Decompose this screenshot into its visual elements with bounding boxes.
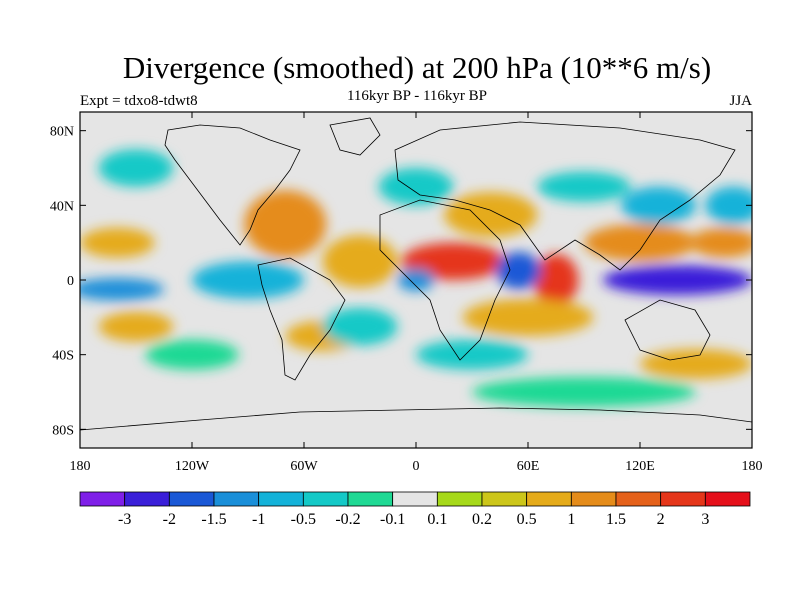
field-blob-3 <box>533 253 579 307</box>
field-blob-9 <box>98 311 174 342</box>
colorbar-label: 3 <box>701 511 709 528</box>
y-tick-label: 40N <box>50 199 74 214</box>
coastline-australia <box>624 299 711 361</box>
x-tick-label: 120W <box>175 459 210 474</box>
x-tick-label: 120E <box>625 459 655 474</box>
y-tick-label: 0 <box>67 274 74 289</box>
colorbar-label: 0.5 <box>517 511 537 528</box>
colorbar-label: 2 <box>657 511 665 528</box>
coastline-greenland <box>329 117 381 156</box>
coastline-antarctica <box>80 407 752 431</box>
colorbar-swatch <box>168 491 215 507</box>
x-axis: 180 120W 60W 0 60E 120E 180 <box>70 112 763 474</box>
chart-title: Divergence (smoothed) at 200 hPa (10**6 … <box>122 50 712 85</box>
x-tick-label: 180 <box>70 459 91 474</box>
colorbar-swatch <box>526 491 572 507</box>
field-blob-15 <box>80 278 164 301</box>
colorbar-swatch <box>615 491 662 507</box>
field-blob-24 <box>145 339 239 370</box>
colorbar-swatch <box>436 491 483 507</box>
colorbar-label: 0.1 <box>427 511 447 528</box>
season-label: JJA <box>729 93 752 109</box>
colorbar-swatch <box>79 491 126 507</box>
y-tick-label: 80S <box>52 423 74 438</box>
coastline-eurasia <box>394 121 736 271</box>
field-blob-10 <box>640 349 752 379</box>
coastline-north-america <box>164 124 301 246</box>
colorbar-swatch <box>704 491 751 507</box>
field-blob-0 <box>244 190 327 258</box>
colorbar-label: 0.2 <box>472 511 492 528</box>
colorbar-swatch <box>392 491 438 507</box>
field-blob-14 <box>397 268 435 292</box>
experiment-label: Expt = tdxo8-tdwt8 <box>80 93 198 109</box>
colorbar-label: -0.2 <box>335 511 360 528</box>
field-blob-20 <box>378 168 454 206</box>
field-blob-12 <box>602 265 752 295</box>
colorbar-swatch <box>258 491 304 507</box>
field-blob-21 <box>537 171 631 202</box>
field-blob-4 <box>584 224 696 262</box>
y-tick-label: 80N <box>50 125 74 140</box>
field-blob-25 <box>472 377 696 407</box>
coastlines <box>80 117 752 431</box>
field-blob-19 <box>98 149 174 187</box>
field-blob-16 <box>192 261 304 299</box>
field-blob-1 <box>322 235 398 288</box>
x-tick-label: 60E <box>517 459 540 474</box>
colorbar: -3 -2 -1.5 -1 -0.5 -0.2 -0.1 0.1 0.2 0.5 1 1.5 2 3 <box>79 491 751 528</box>
colorbar-swatch <box>124 491 170 507</box>
field-blob-23 <box>416 339 528 370</box>
y-axis: 80N 40N 0 40S 80S <box>50 125 752 438</box>
colorbar-label: -1 <box>252 511 265 528</box>
divergence-field <box>80 149 752 407</box>
colorbar-swatch <box>570 491 617 507</box>
colorbar-label: -2 <box>163 511 176 528</box>
field-blob-18 <box>705 186 752 224</box>
coastline-south-america <box>257 257 346 381</box>
colorbar-label: 1.5 <box>606 511 626 528</box>
field-blob-22 <box>322 308 398 346</box>
y-tick-label: 40S <box>52 349 74 364</box>
field-blob-5 <box>690 227 752 258</box>
colorbar-label: -0.1 <box>380 511 405 528</box>
colorbar-swatch <box>660 491 706 507</box>
field-blob-6 <box>80 227 155 258</box>
field-blob-2 <box>401 242 506 280</box>
x-tick-label: 180 <box>742 459 763 474</box>
colorbar-swatch <box>213 491 260 507</box>
colorbar-label: 1 <box>567 511 575 528</box>
colorbar-label: -1.5 <box>201 511 226 528</box>
x-tick-label: 0 <box>413 459 420 474</box>
coastline-africa <box>379 199 511 361</box>
x-tick-label: 60W <box>290 459 318 474</box>
colorbar-label: -3 <box>118 511 131 528</box>
colorbar-label: -0.5 <box>291 511 316 528</box>
field-blob-17 <box>621 186 697 224</box>
colorbar-swatch <box>347 491 394 507</box>
chart-subtitle: 116kyr BP - 116kyr BP <box>346 88 487 104</box>
colorbar-swatch <box>302 491 349 507</box>
field-blob-8 <box>462 298 594 337</box>
colorbar-swatch <box>481 491 528 507</box>
